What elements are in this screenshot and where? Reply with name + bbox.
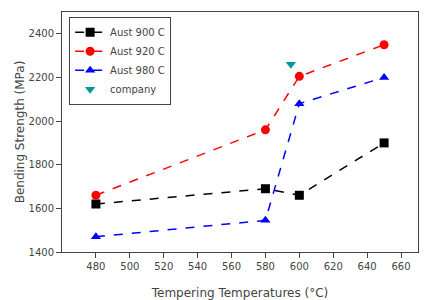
svg-text:Tempering Temperatures (°C): Tempering Temperatures (°C) [151,286,329,300]
svg-text:620: 620 [324,261,343,272]
svg-text:480: 480 [86,261,105,272]
svg-text:Bending Strength (MPa): Bending Strength (MPa) [13,61,27,204]
svg-text:Aust 920 C: Aust 920 C [110,46,165,57]
svg-text:640: 640 [358,261,377,272]
svg-text:company: company [110,84,156,95]
svg-text:580: 580 [256,261,275,272]
svg-text:1800: 1800 [29,159,54,170]
svg-text:520: 520 [154,261,173,272]
svg-text:660: 660 [392,261,411,272]
svg-text:2000: 2000 [29,116,54,127]
svg-text:1400: 1400 [29,247,54,258]
svg-text:2200: 2200 [29,72,54,83]
svg-text:Aust 900 C: Aust 900 C [110,27,165,38]
svg-text:1600: 1600 [29,203,54,214]
svg-text:600: 600 [290,261,309,272]
svg-text:540: 540 [188,261,207,272]
svg-text:2400: 2400 [29,28,54,39]
svg-text:Aust 980 C: Aust 980 C [110,65,165,76]
svg-text:500: 500 [120,261,139,272]
svg-text:560: 560 [222,261,241,272]
